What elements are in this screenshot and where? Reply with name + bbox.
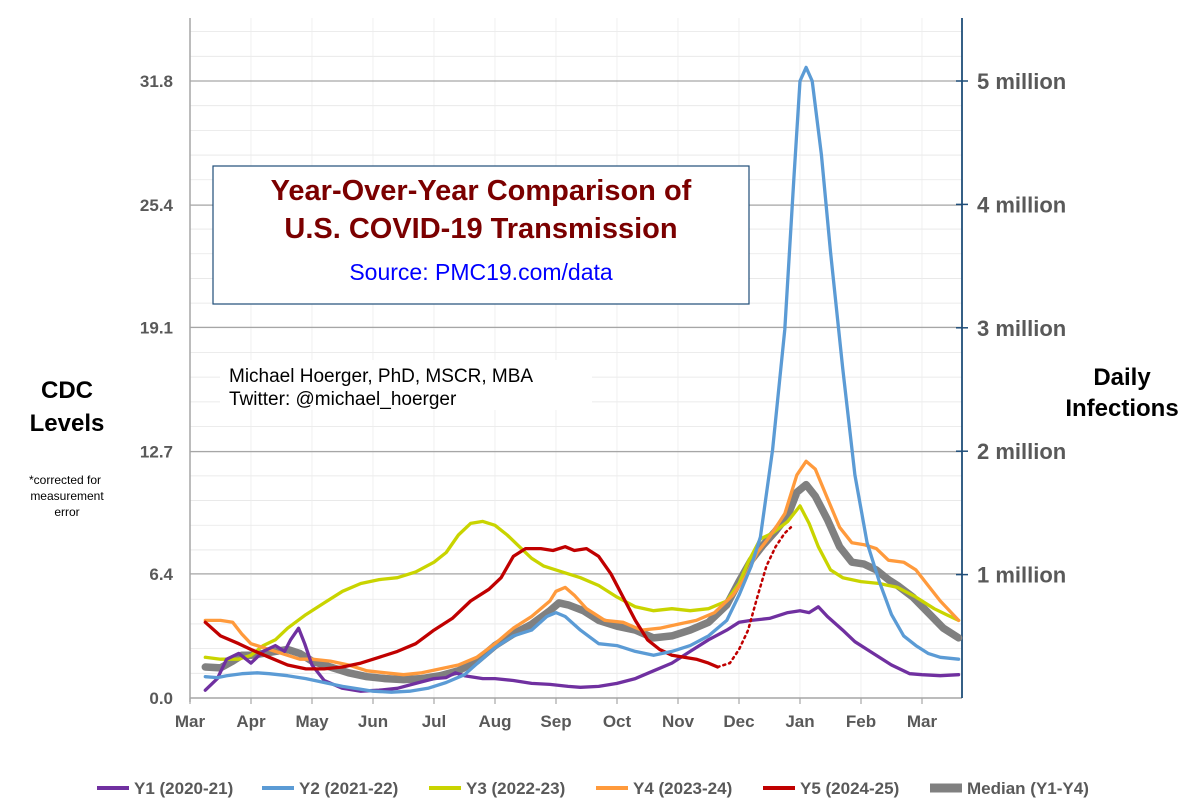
- right-tick-label: 1 million: [977, 563, 1066, 588]
- left-tick-label: 25.4: [140, 196, 174, 215]
- series-y4-line: [203, 459, 961, 677]
- author-box-bg: [220, 360, 592, 410]
- left-axis-title-line1: CDC: [41, 377, 93, 404]
- right-axis-title-line2: Infections: [1065, 395, 1178, 422]
- left-tick-label: 31.8: [140, 72, 173, 91]
- left-axis-note-line2: measurement: [30, 489, 104, 503]
- x-tick-label: May: [295, 712, 329, 731]
- series-y1-line: [203, 605, 961, 693]
- x-tick-label: Jan: [785, 712, 814, 731]
- legend-label: Y4 (2023-24): [633, 779, 732, 798]
- legend: Y1 (2020-21) Y2 (2021-22) Y3 (2022-23) Y4 (…: [97, 779, 1089, 798]
- series-median-line: [201, 480, 963, 684]
- legend-label: Y1 (2020-21): [134, 779, 233, 798]
- x-tick-label: Mar: [175, 712, 206, 731]
- left-axis-note-line3: error: [54, 505, 79, 519]
- left-axis-note-line1: *corrected for: [29, 473, 101, 487]
- x-tick-label: Sep: [540, 712, 571, 731]
- right-tick-label: 2 million: [977, 439, 1066, 464]
- left-axis-title-line2: Levels: [30, 410, 105, 437]
- author-name: Michael Hoerger, PhD, MSCR, MBA: [229, 366, 533, 387]
- chart-subtitle: U.S. COVID-19 Transmission: [284, 213, 677, 245]
- source-link: Source: PMC19.com/data: [349, 259, 613, 285]
- x-tick-label: Oct: [603, 712, 632, 731]
- axes: 0.0 6.4 12.7 19.1 25.4 31.8 1 million 2 million…: [140, 18, 1066, 731]
- left-tick-label: 0.0: [149, 689, 173, 708]
- left-tick-label: 12.7: [140, 443, 173, 462]
- chart-title: Year-Over-Year Comparison of: [271, 175, 692, 207]
- x-tick-label: Nov: [662, 712, 695, 731]
- x-tick-label: Mar: [907, 712, 938, 731]
- legend-label: Y3 (2022-23): [466, 779, 565, 798]
- legend-label: Y5 (2024-25): [800, 779, 899, 798]
- author-box: Michael Hoerger, PhD, MSCR, MBA Twitter:…: [220, 360, 592, 410]
- right-tick-label: 3 million: [977, 316, 1066, 341]
- left-tick-label: 6.4: [149, 565, 173, 584]
- author-twitter: Twitter: @michael_hoerger: [229, 389, 457, 410]
- x-tick-label: Aug: [478, 712, 511, 731]
- series-y2-line: [203, 65, 961, 694]
- x-tick-label: Dec: [723, 712, 754, 731]
- title-box: Year-Over-Year Comparison of U.S. COVID-…: [212, 165, 750, 305]
- series-y5-projection: [716, 526, 793, 669]
- right-axis-title-line1: Daily: [1093, 364, 1151, 391]
- legend-label: Y2 (2021-22): [299, 779, 398, 798]
- x-tick-label: Apr: [236, 712, 266, 731]
- x-tick-label: Jun: [358, 712, 388, 731]
- right-tick-label: 4 million: [977, 192, 1066, 217]
- title-box-frame: [212, 165, 750, 305]
- series-y3-line: [203, 504, 961, 661]
- right-tick-label: 5 million: [977, 69, 1066, 94]
- left-tick-label: 19.1: [140, 318, 173, 337]
- series-y5-line: [203, 545, 720, 671]
- series-layer: [201, 65, 963, 694]
- x-tick-label: Jul: [422, 712, 447, 731]
- x-tick-label: Feb: [846, 712, 876, 731]
- legend-label: Median (Y1-Y4): [967, 779, 1089, 798]
